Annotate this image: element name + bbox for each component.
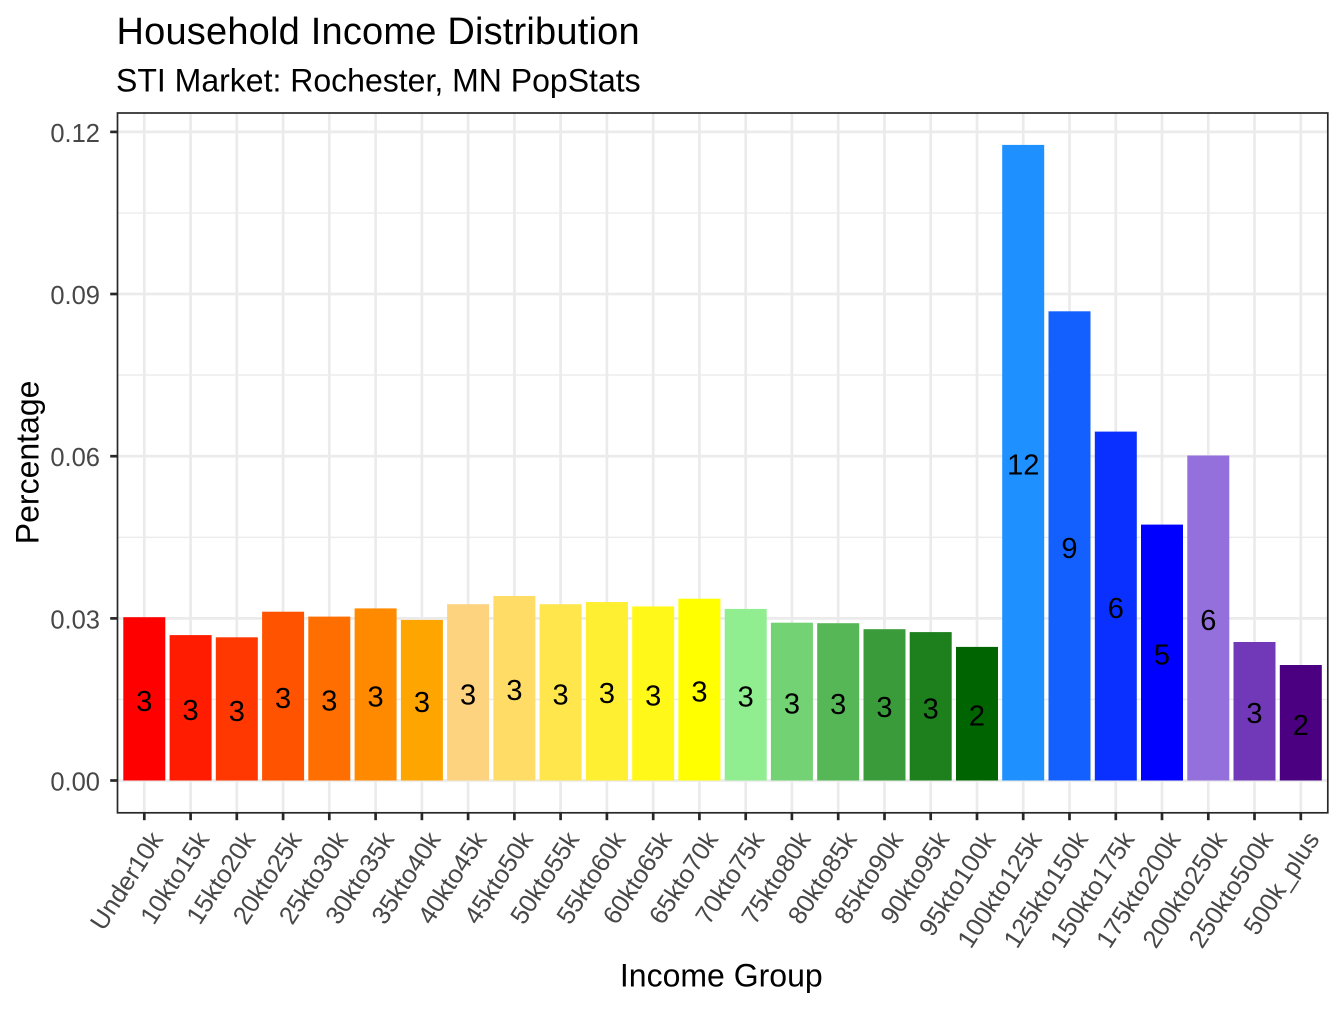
svg-text:3: 3: [923, 693, 939, 725]
svg-text:3: 3: [599, 678, 615, 710]
svg-text:3: 3: [229, 696, 245, 728]
svg-text:3: 3: [368, 682, 384, 714]
svg-text:3: 3: [553, 679, 569, 711]
svg-text:5: 5: [1154, 640, 1170, 672]
svg-text:3: 3: [784, 689, 800, 721]
svg-text:3: 3: [414, 687, 430, 719]
svg-text:Percentage: Percentage: [10, 381, 46, 545]
svg-text:6: 6: [1108, 593, 1124, 625]
svg-text:0.06: 0.06: [50, 444, 100, 472]
svg-text:3: 3: [183, 695, 199, 727]
svg-text:3: 3: [876, 692, 892, 724]
svg-text:0.12: 0.12: [50, 120, 100, 148]
svg-text:Income Group: Income Group: [620, 957, 823, 993]
svg-text:9: 9: [1061, 533, 1077, 565]
svg-text:STI Market: Rochester, MN PopS: STI Market: Rochester, MN PopStats: [116, 63, 641, 99]
svg-text:0.09: 0.09: [50, 282, 100, 310]
svg-text:2: 2: [1293, 710, 1309, 742]
svg-text:3: 3: [460, 679, 476, 711]
svg-text:3: 3: [691, 677, 707, 709]
svg-text:3: 3: [506, 675, 522, 707]
svg-text:3: 3: [275, 683, 291, 715]
svg-text:3: 3: [136, 686, 152, 718]
svg-text:2: 2: [969, 701, 985, 733]
svg-text:3: 3: [645, 681, 661, 713]
svg-text:6: 6: [1200, 605, 1216, 637]
svg-text:3: 3: [321, 686, 337, 718]
svg-text:0.00: 0.00: [50, 769, 100, 797]
svg-text:Household Income Distribution: Household Income Distribution: [117, 11, 640, 53]
svg-text:3: 3: [1246, 698, 1262, 730]
svg-text:3: 3: [830, 689, 846, 721]
svg-text:0.03: 0.03: [50, 606, 100, 634]
svg-text:12: 12: [1007, 450, 1039, 482]
svg-text:3: 3: [738, 682, 754, 714]
